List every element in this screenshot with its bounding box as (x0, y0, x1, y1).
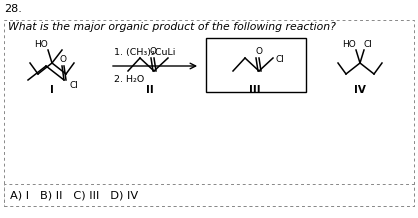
Text: 28.: 28. (4, 4, 22, 14)
Text: HO: HO (34, 40, 48, 49)
Text: O: O (150, 47, 157, 56)
FancyBboxPatch shape (4, 20, 414, 206)
Text: Cl: Cl (276, 54, 285, 63)
Text: II: II (146, 85, 154, 95)
Text: IV: IV (354, 85, 366, 95)
Text: A) I   B) II   C) III   D) IV: A) I B) II C) III D) IV (10, 190, 138, 200)
Text: What is the major organic product of the following reaction?: What is the major organic product of the… (8, 22, 336, 32)
Text: 2. H₂O: 2. H₂O (114, 75, 144, 84)
Text: I: I (50, 85, 54, 95)
Text: HO: HO (342, 40, 356, 49)
Text: Cl: Cl (364, 40, 373, 49)
Text: O: O (255, 47, 262, 56)
Text: 1. (CH₃)₂CuLi: 1. (CH₃)₂CuLi (114, 48, 176, 57)
Text: Cl: Cl (69, 81, 78, 90)
FancyBboxPatch shape (4, 184, 414, 206)
FancyBboxPatch shape (206, 38, 306, 92)
Text: O: O (59, 55, 66, 64)
Text: III: III (249, 85, 261, 95)
